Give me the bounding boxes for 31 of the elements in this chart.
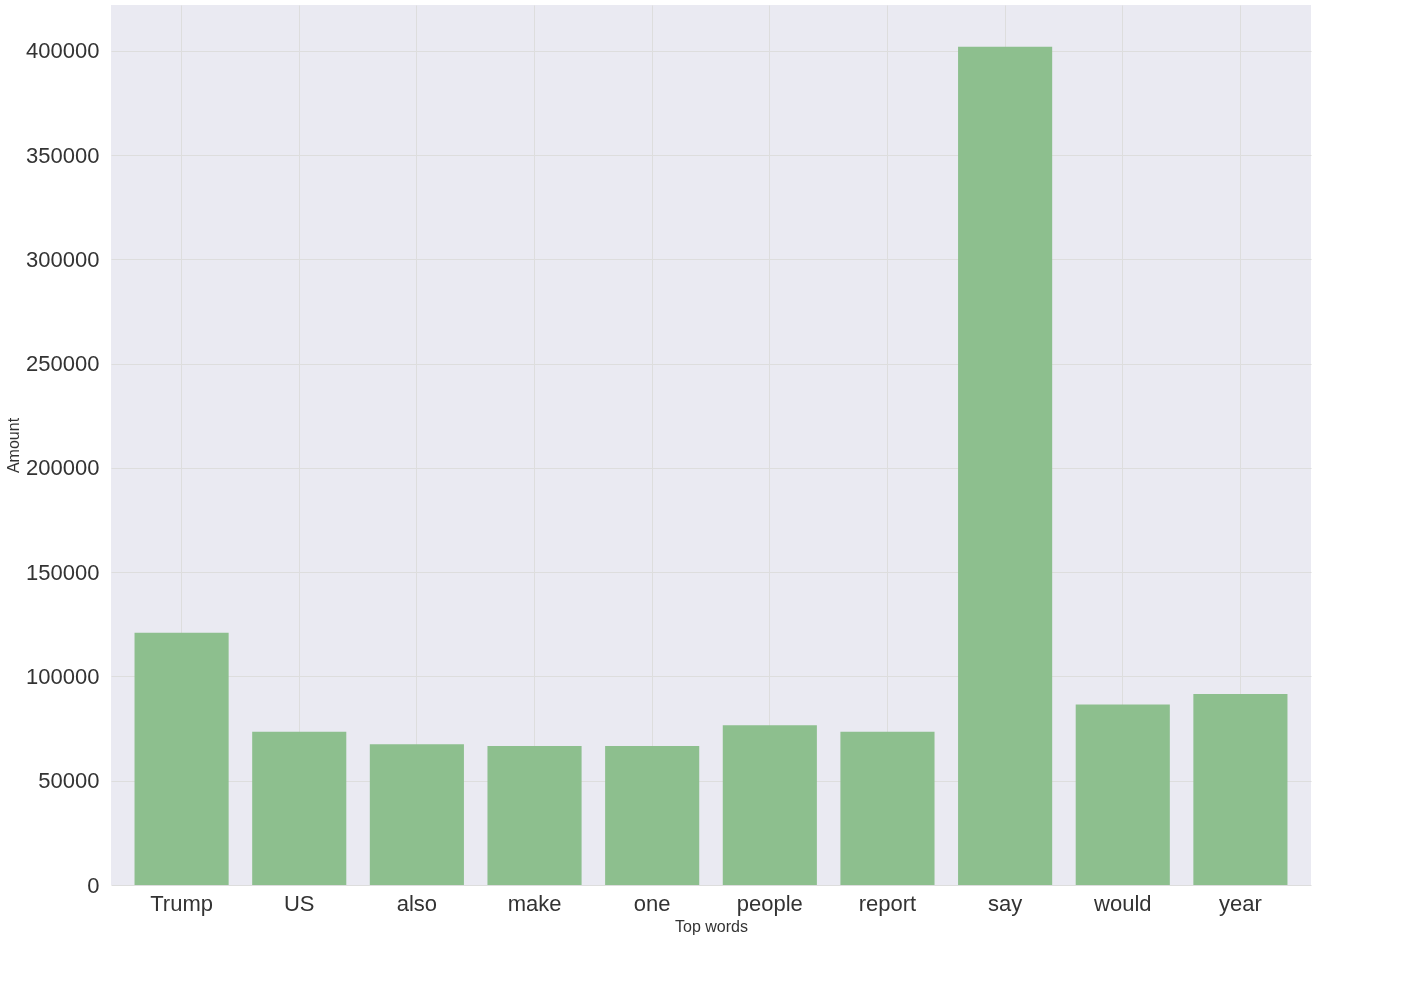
y-tick-label: 400000 xyxy=(26,38,100,64)
bar xyxy=(1075,704,1170,885)
x-tick-label: Trump xyxy=(150,890,213,916)
bar xyxy=(1193,693,1288,885)
x-axis-title: Top words xyxy=(675,917,748,935)
bar xyxy=(958,46,1053,885)
bar xyxy=(605,745,700,885)
x-tick-label: would xyxy=(1093,890,1152,916)
y-tick-label: 0 xyxy=(87,872,100,898)
x-tick-label: also xyxy=(396,890,438,916)
y-tick-label: 300000 xyxy=(26,246,100,272)
bar xyxy=(840,731,935,885)
y-tick-label: 50000 xyxy=(38,768,100,794)
x-tick-label: say xyxy=(987,890,1023,916)
y-axis-title: Amount xyxy=(5,417,23,474)
x-tick-label: US xyxy=(283,890,315,916)
y-tick-label: 100000 xyxy=(26,663,100,689)
y-tick-label: 350000 xyxy=(26,142,100,168)
x-tick-label: one xyxy=(633,890,671,916)
x-tick-label: report xyxy=(858,890,917,916)
bar xyxy=(722,725,817,885)
x-tick-label: people xyxy=(736,890,803,916)
y-tick-label: 250000 xyxy=(26,351,100,377)
y-tick-label: 150000 xyxy=(26,559,100,585)
bar xyxy=(134,632,229,885)
bar xyxy=(487,745,582,885)
bar xyxy=(369,744,464,885)
x-tick-label: year xyxy=(1219,890,1262,916)
y-tick-label: 200000 xyxy=(26,455,100,481)
x-tick-label: make xyxy=(507,890,562,916)
bar xyxy=(252,731,347,885)
